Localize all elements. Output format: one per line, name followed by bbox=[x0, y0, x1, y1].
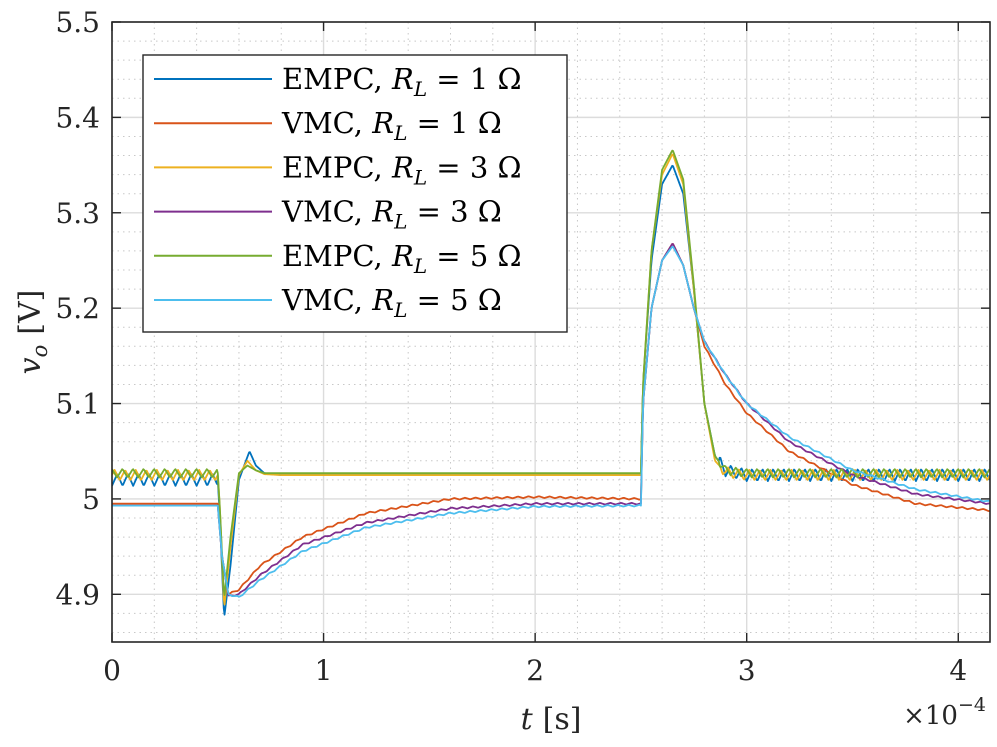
series-line bbox=[112, 243, 990, 597]
legend-entry-label: VMC, RL = 3 Ω bbox=[281, 195, 502, 234]
x-tick-label: 1 bbox=[315, 654, 333, 687]
y-tick-label: 4.9 bbox=[55, 578, 100, 611]
legend-entry-label: EMPC, RL = 3 Ω bbox=[282, 150, 522, 189]
x-tick-labels: 0 1 2 3 4 bbox=[103, 654, 967, 687]
legend-entry-label: VMC, RL = 1 Ω bbox=[281, 106, 502, 145]
x-tick-label: 0 bbox=[103, 654, 121, 687]
y-tick-label: 5 bbox=[82, 483, 100, 516]
legend: EMPC, RL = 1 Ω VMC, RL = 1 Ω EMPC, RL = 3 … bbox=[142, 54, 568, 333]
y-tick-label: 5.2 bbox=[55, 292, 100, 325]
y-tick-labels: 4.9 5 5.1 5.2 5.3 5.4 5.5 bbox=[55, 6, 100, 611]
y-tick-label: 5.3 bbox=[55, 197, 100, 230]
tick-marks bbox=[111, 21, 990, 642]
y-tick-label: 5.4 bbox=[55, 101, 100, 134]
plot-frame bbox=[111, 21, 991, 643]
series-line bbox=[112, 149, 990, 596]
series-line bbox=[112, 243, 990, 596]
y-tick-label: 5.5 bbox=[55, 6, 100, 39]
legend-entry-label: EMPC, RL = 1 Ω bbox=[282, 62, 522, 101]
legend-entry-label: VMC, RL = 5 Ω bbox=[281, 283, 502, 322]
y-tick-label: 5.1 bbox=[55, 388, 100, 421]
legend-entry-label: EMPC, RL = 5 Ω bbox=[282, 239, 522, 278]
legend-box bbox=[142, 54, 568, 333]
x-tick-label: 2 bbox=[526, 654, 544, 687]
series-line bbox=[112, 245, 990, 598]
y-axis-label: vo[V] bbox=[13, 290, 52, 375]
x-axis-multiplier: ×10−4 bbox=[903, 694, 986, 731]
series-lines bbox=[112, 149, 990, 616]
x-tick-label: 3 bbox=[738, 654, 756, 687]
x-axis-label: t [s] bbox=[521, 702, 582, 737]
x-tick-label: 4 bbox=[949, 654, 967, 687]
